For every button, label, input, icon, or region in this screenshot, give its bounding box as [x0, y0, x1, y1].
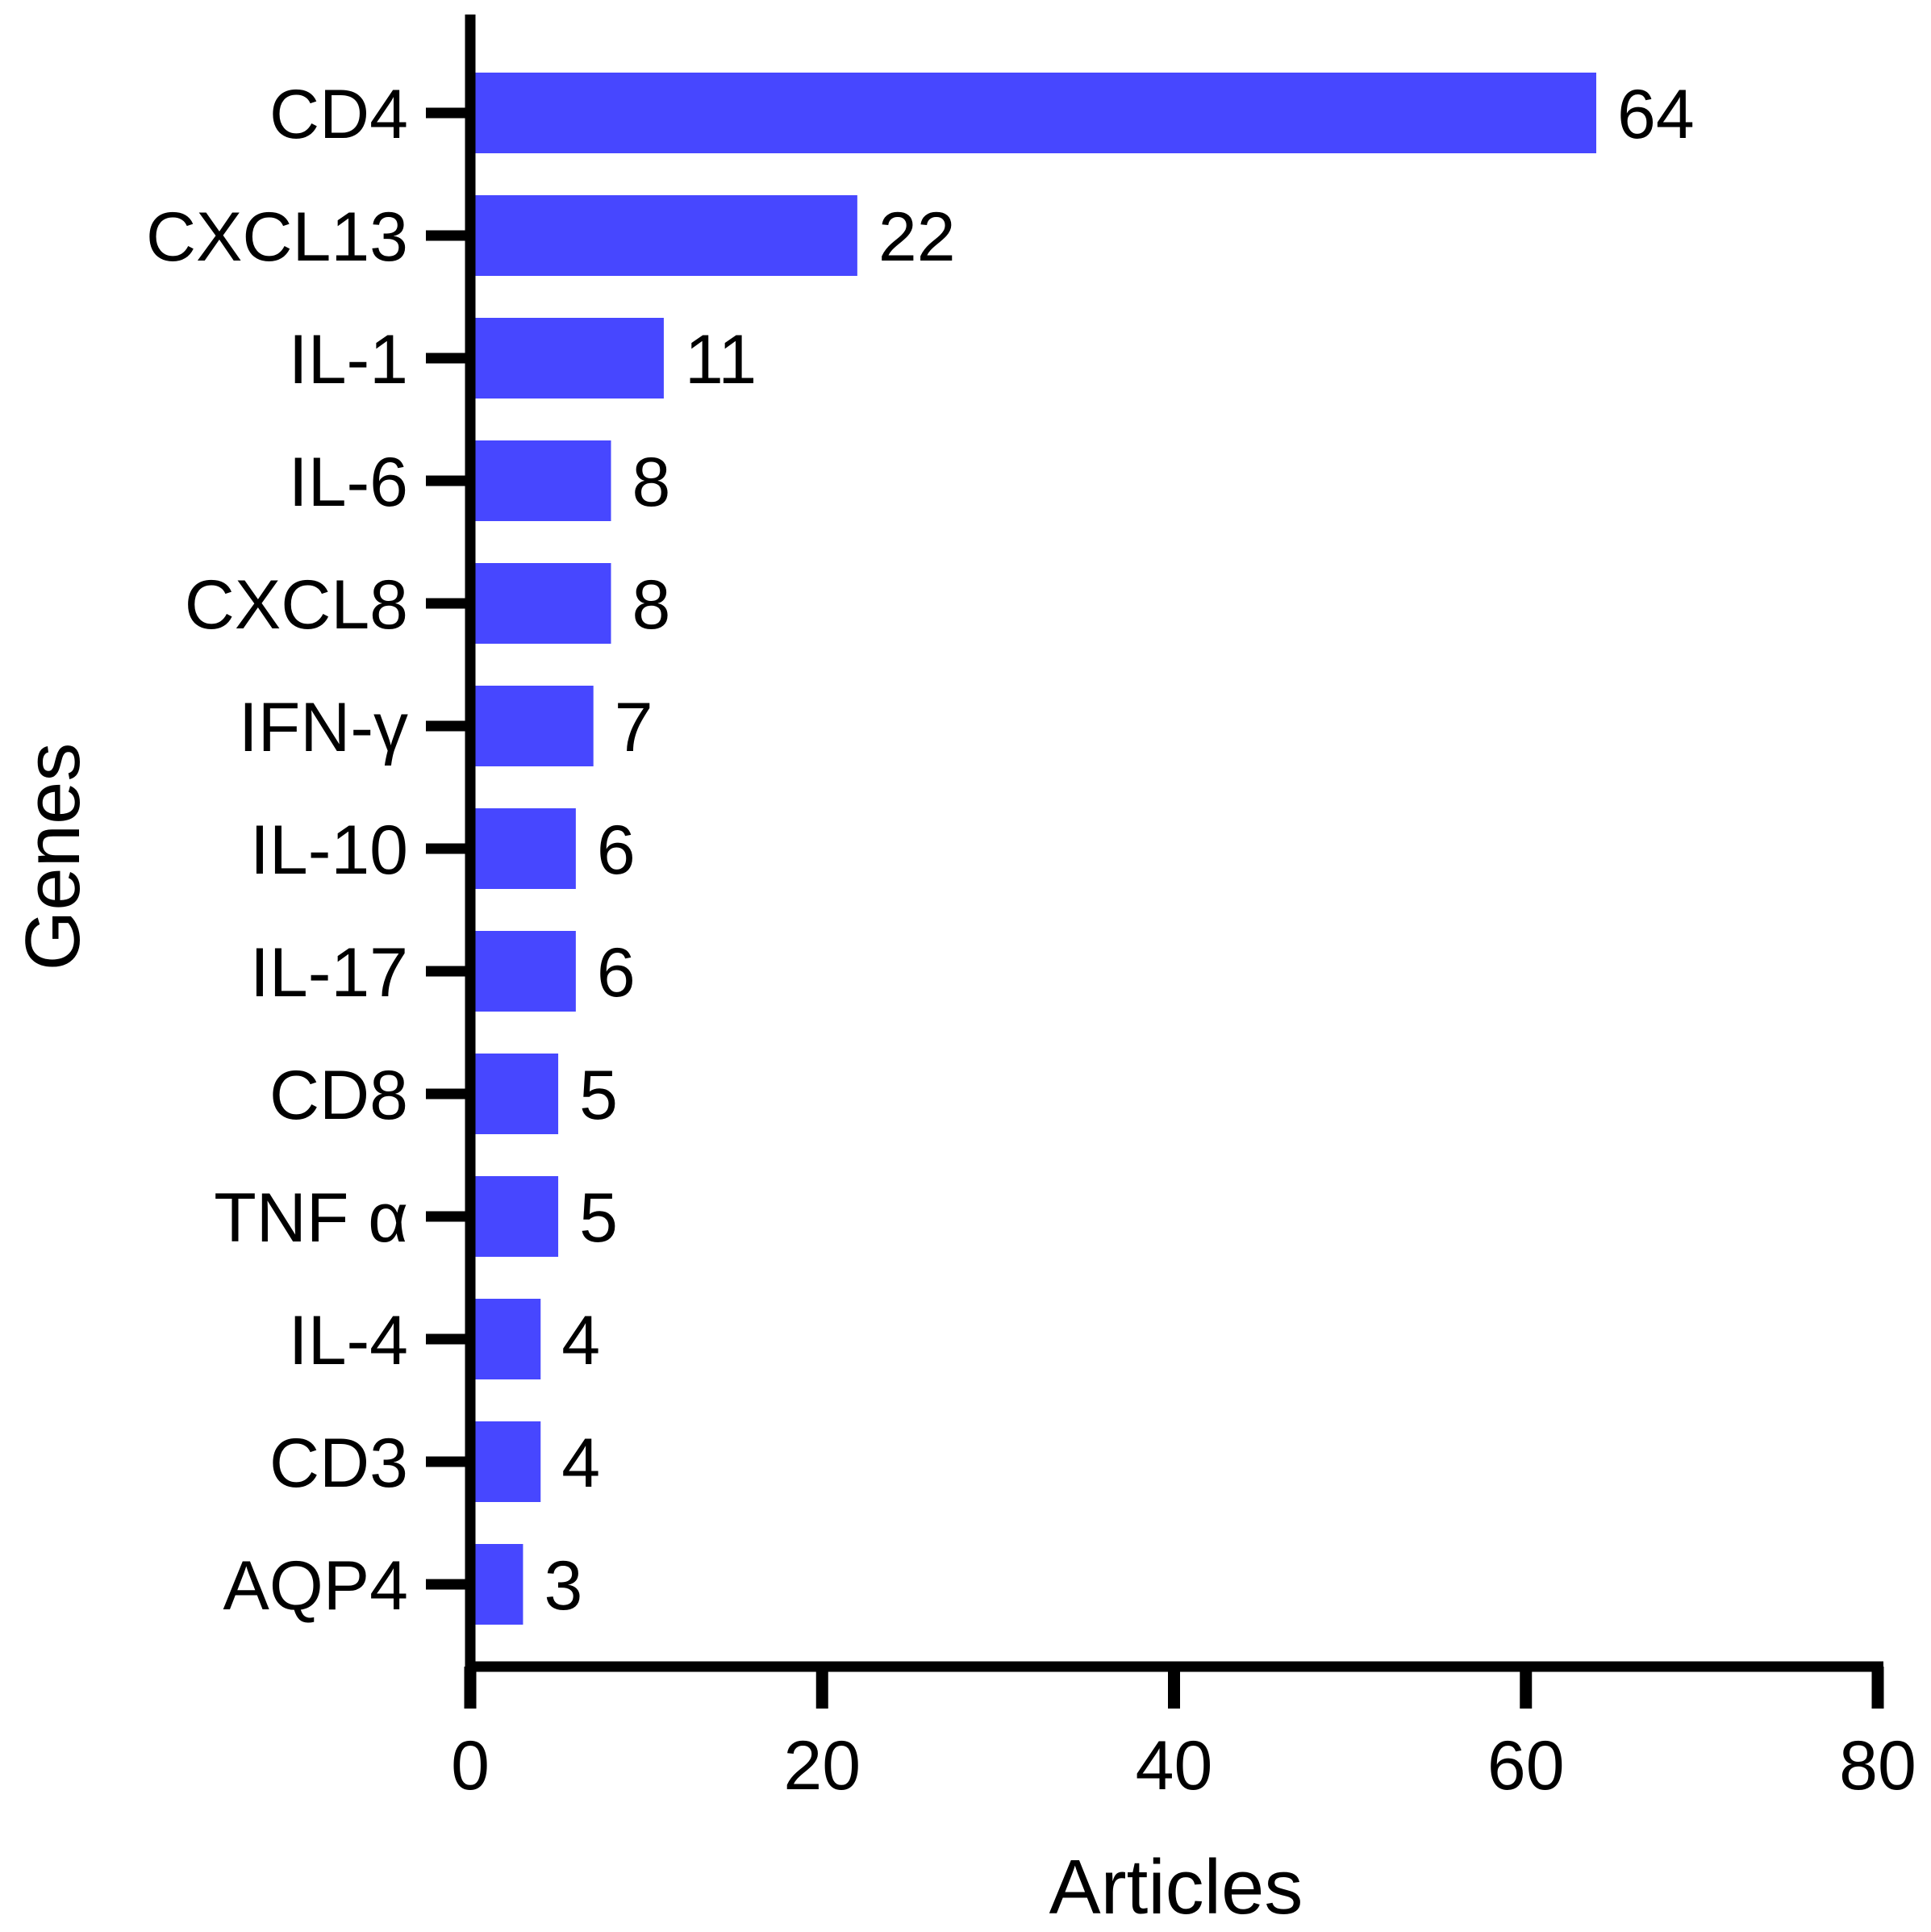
bar-7	[470, 931, 576, 1012]
x-tick-label-1: 20	[783, 1727, 861, 1805]
category-label-4: CXCL8	[185, 566, 408, 644]
bar-3	[470, 440, 611, 521]
category-label-9: TNF α	[214, 1179, 408, 1257]
bar-1	[470, 195, 857, 276]
x-tick-labels-group: 0 20 40 60 80	[451, 1727, 1916, 1805]
data-label-2: 11	[685, 321, 757, 399]
data-label-7: 6	[597, 934, 636, 1012]
x-tick-label-4: 80	[1839, 1727, 1916, 1805]
data-label-9: 5	[579, 1179, 618, 1257]
data-label-10: 4	[561, 1302, 600, 1379]
bars-group	[470, 73, 1596, 1625]
x-ticks-group	[464, 1667, 1884, 1709]
data-label-3: 8	[632, 444, 671, 521]
category-label-2: IL-1	[289, 321, 408, 399]
category-label-5: IFN-γ	[239, 689, 408, 766]
data-label-12: 3	[544, 1547, 582, 1625]
category-label-8: CD8	[269, 1057, 408, 1134]
bar-0	[470, 73, 1596, 153]
category-label-3: IL-6	[289, 444, 408, 521]
data-label-4: 8	[632, 566, 671, 644]
y-ticks-group	[426, 107, 470, 1590]
x-tick-label-0: 0	[451, 1727, 490, 1805]
data-label-11: 4	[561, 1425, 600, 1502]
data-label-8: 5	[579, 1057, 618, 1134]
category-label-10: IL-4	[289, 1302, 408, 1379]
x-tick-label-2: 40	[1136, 1727, 1213, 1805]
category-label-1: CXCL13	[146, 198, 408, 276]
category-label-12: AQP4	[223, 1547, 408, 1625]
y-axis-title: Genes	[10, 743, 96, 971]
bar-11	[470, 1421, 541, 1502]
category-labels-group: CD4 CXCL13 IL-1 IL-6 CXCL8 IFN-γ IL-10 IL-17 CD8…	[146, 76, 408, 1625]
bar-10	[470, 1299, 541, 1379]
data-label-1: 22	[878, 198, 956, 276]
category-label-0: CD4	[269, 76, 408, 153]
data-label-0: 64	[1617, 76, 1695, 153]
category-label-11: CD3	[269, 1425, 408, 1502]
data-label-5: 7	[615, 689, 653, 766]
bar-2	[470, 318, 664, 399]
category-label-7: IL-17	[250, 934, 408, 1012]
category-label-6: IL-10	[250, 812, 408, 889]
bar-8	[470, 1054, 559, 1134]
bar-4	[470, 563, 611, 644]
bar-12	[470, 1544, 523, 1625]
bar-5	[470, 686, 594, 766]
bar-6	[470, 808, 576, 889]
x-axis-title: Articles	[1049, 1844, 1303, 1928]
bar-9	[470, 1176, 559, 1257]
x-tick-label-3: 60	[1487, 1727, 1565, 1805]
data-label-6: 6	[597, 812, 636, 889]
